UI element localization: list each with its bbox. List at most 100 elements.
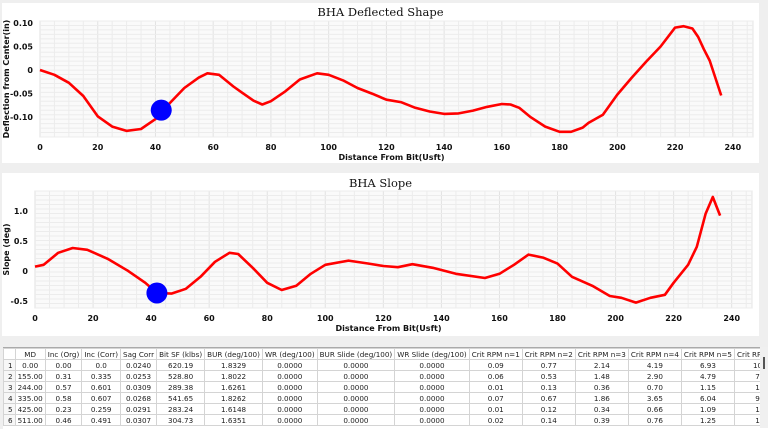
table-cell[interactable]: 0.491 bbox=[82, 415, 121, 426]
table-cell[interactable]: 541.65 bbox=[157, 393, 205, 404]
table-cell[interactable]: 0.57 bbox=[45, 382, 82, 393]
table-cell[interactable]: 6.04 bbox=[681, 393, 734, 404]
table-cell[interactable]: 425.00 bbox=[15, 404, 45, 415]
table-cell[interactable]: 0.0000 bbox=[395, 415, 470, 426]
table-cell[interactable]: 244.00 bbox=[15, 382, 45, 393]
table-cell[interactable]: 0.58 bbox=[45, 393, 82, 404]
row-number[interactable]: 3 bbox=[4, 382, 16, 393]
table-cell[interactable]: 0.0253 bbox=[121, 371, 157, 382]
table-cell[interactable]: 1.15 bbox=[681, 382, 734, 393]
table-cell[interactable]: 283.24 bbox=[157, 404, 205, 415]
table-cell[interactable]: 1.8022 bbox=[205, 371, 263, 382]
table-cell[interactable]: 4.19 bbox=[628, 360, 681, 371]
table-cell[interactable]: 0.00 bbox=[15, 360, 45, 371]
table-cell[interactable]: 0.31 bbox=[45, 371, 82, 382]
table-cell[interactable]: 0.34 bbox=[575, 404, 628, 415]
column-header[interactable]: Crit RPM n=2 bbox=[522, 349, 575, 360]
column-header[interactable]: Inc (Corr) bbox=[82, 349, 121, 360]
column-header[interactable]: BUR (deg/100) bbox=[205, 349, 263, 360]
table-cell[interactable]: 6.93 bbox=[681, 360, 734, 371]
table-cell[interactable]: 0.0000 bbox=[317, 371, 395, 382]
row-number[interactable]: 2 bbox=[4, 371, 16, 382]
table-cell[interactable]: 1.6148 bbox=[205, 404, 263, 415]
table-cell[interactable]: 0.0 bbox=[82, 360, 121, 371]
table-cell[interactable]: 0.0000 bbox=[262, 382, 317, 393]
table-cell[interactable]: 2.14 bbox=[575, 360, 628, 371]
table-cell[interactable]: 0.01 bbox=[469, 404, 522, 415]
table-cell[interactable]: 155.00 bbox=[15, 371, 45, 382]
table-cell[interactable]: 0.67 bbox=[522, 393, 575, 404]
table-cell[interactable]: 304.73 bbox=[157, 415, 205, 426]
table-cell[interactable]: 528.80 bbox=[157, 371, 205, 382]
table-cell[interactable]: 0.36 bbox=[575, 382, 628, 393]
table-cell[interactable]: 0.0307 bbox=[121, 415, 157, 426]
table-cell[interactable]: 1.86 bbox=[575, 393, 628, 404]
table-cell[interactable]: 0.0000 bbox=[262, 393, 317, 404]
column-header[interactable]: MD bbox=[15, 349, 45, 360]
table-cell[interactable]: 0.607 bbox=[82, 393, 121, 404]
table-cell[interactable]: 1.6261 bbox=[205, 382, 263, 393]
table-cell[interactable]: 0.02 bbox=[469, 415, 522, 426]
column-header[interactable]: WR (deg/100) bbox=[262, 349, 317, 360]
table-cell[interactable]: 0.0309 bbox=[121, 382, 157, 393]
table-cell[interactable]: 0.06 bbox=[469, 371, 522, 382]
table-cell[interactable]: 0.601 bbox=[82, 382, 121, 393]
table-cell[interactable]: 0.09 bbox=[469, 360, 522, 371]
table-cell[interactable]: 335.00 bbox=[15, 393, 45, 404]
table-cell[interactable]: 0.13 bbox=[522, 382, 575, 393]
table-cell[interactable]: 1.48 bbox=[575, 371, 628, 382]
table-cell[interactable]: 0.0000 bbox=[317, 393, 395, 404]
table-cell[interactable]: 0.53 bbox=[522, 371, 575, 382]
table-cell[interactable]: 0.0000 bbox=[317, 404, 395, 415]
row-number[interactable]: 5 bbox=[4, 404, 16, 415]
table-cell[interactable]: 0.70 bbox=[628, 382, 681, 393]
table-cell[interactable]: 0.77 bbox=[522, 360, 575, 371]
table-cell[interactable]: 0.39 bbox=[575, 415, 628, 426]
table-cell[interactable]: 1.25 bbox=[681, 415, 734, 426]
column-header[interactable]: Bit SF (klbs) bbox=[157, 349, 205, 360]
table-cell[interactable]: 0.0000 bbox=[262, 371, 317, 382]
table-cell[interactable]: 0.0000 bbox=[395, 360, 470, 371]
table-cell[interactable]: 0.0000 bbox=[395, 404, 470, 415]
table-cell[interactable]: 511.00 bbox=[15, 415, 45, 426]
table-vertical-scrollbar[interactable] bbox=[760, 347, 768, 428]
table-cell[interactable]: 1.8329 bbox=[205, 360, 263, 371]
column-header[interactable]: Crit RPM n=4 bbox=[628, 349, 681, 360]
table-cell[interactable]: 0.66 bbox=[628, 404, 681, 415]
column-header[interactable]: WR Slide (deg/100) bbox=[395, 349, 470, 360]
table-cell[interactable]: 0.76 bbox=[628, 415, 681, 426]
table-cell[interactable]: 0.14 bbox=[522, 415, 575, 426]
table-cell[interactable]: 0.23 bbox=[45, 404, 82, 415]
table-cell[interactable]: 0.12 bbox=[522, 404, 575, 415]
table-cell[interactable]: 0.0000 bbox=[317, 360, 395, 371]
column-header[interactable]: Sag Corr bbox=[121, 349, 157, 360]
table-cell[interactable]: 0.259 bbox=[82, 404, 121, 415]
row-number[interactable]: 4 bbox=[4, 393, 16, 404]
table-cell[interactable]: 0.0000 bbox=[262, 360, 317, 371]
table-cell[interactable]: 0.0000 bbox=[395, 393, 470, 404]
column-header[interactable]: Crit RPM n=3 bbox=[575, 349, 628, 360]
table-cell[interactable]: 1.8262 bbox=[205, 393, 263, 404]
table-cell[interactable]: 0.0240 bbox=[121, 360, 157, 371]
row-number[interactable]: 1 bbox=[4, 360, 16, 371]
table-cell[interactable]: 4.79 bbox=[681, 371, 734, 382]
table-cell[interactable]: 0.0291 bbox=[121, 404, 157, 415]
column-header[interactable] bbox=[4, 349, 16, 360]
row-number[interactable]: 6 bbox=[4, 415, 16, 426]
table-cell[interactable]: 0.0268 bbox=[121, 393, 157, 404]
table-cell[interactable]: 0.0000 bbox=[262, 415, 317, 426]
table-cell[interactable]: 3.65 bbox=[628, 393, 681, 404]
table-cell[interactable]: 0.0000 bbox=[317, 382, 395, 393]
scrollbar-thumb[interactable] bbox=[763, 357, 765, 369]
column-header[interactable]: BUR Slide (deg/100) bbox=[317, 349, 395, 360]
table-cell[interactable]: 0.0000 bbox=[395, 371, 470, 382]
table-cell[interactable]: 0.0000 bbox=[262, 404, 317, 415]
table-cell[interactable]: 2.90 bbox=[628, 371, 681, 382]
